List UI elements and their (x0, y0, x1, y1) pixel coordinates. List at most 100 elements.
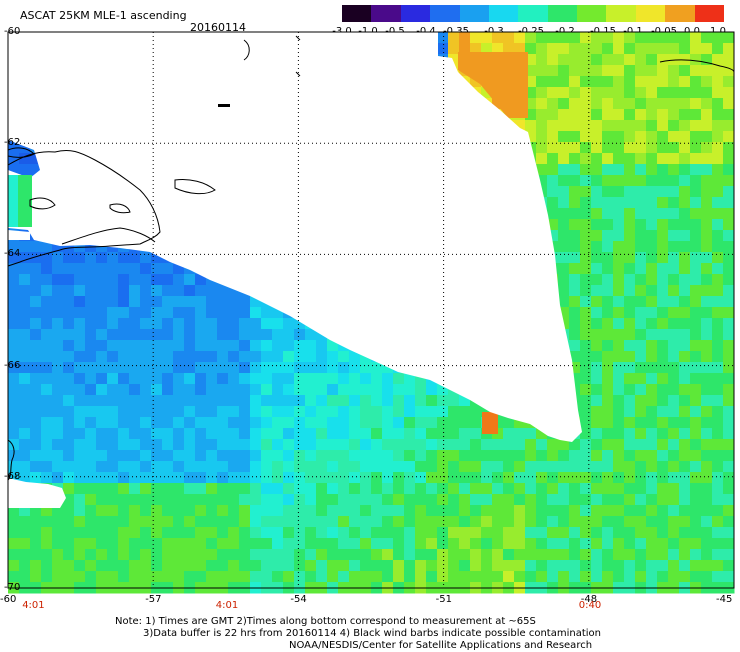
data-cell (338, 494, 350, 506)
data-cell (624, 406, 636, 418)
data-cell (723, 461, 735, 473)
data-cell (250, 373, 262, 385)
data-cell (679, 65, 691, 77)
data-cell (41, 505, 53, 517)
data-cell (30, 384, 42, 396)
data-cell (228, 505, 240, 517)
data-cell (635, 65, 647, 77)
data-cell (19, 406, 31, 418)
data-cell (547, 153, 559, 165)
data-cell (580, 307, 592, 319)
data-cell (228, 296, 240, 308)
data-cell (657, 175, 669, 187)
data-cell (657, 549, 669, 561)
data-cell (129, 571, 141, 583)
data-cell (404, 417, 416, 429)
data-cell (228, 450, 240, 462)
data-cell (206, 461, 218, 473)
data-cell (415, 395, 427, 407)
coastline (659, 59, 735, 73)
data-cell (481, 32, 493, 44)
data-cell (41, 329, 53, 341)
data-cell (8, 527, 20, 539)
data-cell (239, 384, 251, 396)
data-cell (437, 461, 449, 473)
data-cell (30, 241, 42, 253)
data-cell (8, 428, 20, 440)
data-cell (635, 252, 647, 264)
data-cell (624, 87, 636, 99)
data-cell (338, 373, 350, 385)
data-cell (646, 153, 658, 165)
data-cell (723, 230, 735, 242)
data-cell (327, 362, 339, 374)
data-cell (41, 549, 53, 561)
data-cell (723, 494, 735, 506)
data-cell (41, 252, 53, 264)
data-cell (52, 318, 64, 330)
data-cell (371, 450, 383, 462)
data-cell (624, 32, 636, 44)
data-cell (437, 439, 449, 451)
data-cell (426, 450, 438, 462)
data-cell (107, 483, 119, 495)
data-cell (569, 516, 581, 528)
data-cell (701, 538, 713, 550)
data-cell (19, 417, 31, 429)
data-cell (173, 274, 185, 286)
data-cell (63, 307, 75, 319)
data-cell (206, 406, 218, 418)
data-cell (63, 351, 75, 363)
data-cell (327, 527, 339, 539)
data-cell (272, 494, 284, 506)
data-cell (228, 571, 240, 583)
data-cell (525, 538, 537, 550)
data-cell (624, 230, 636, 242)
data-cell (360, 450, 372, 462)
data-cell (690, 120, 702, 132)
data-cell (217, 560, 229, 572)
data-cell (525, 549, 537, 561)
data-cell (558, 538, 570, 550)
data-cell (415, 428, 427, 440)
data-cell (679, 560, 691, 572)
data-cell (360, 538, 372, 550)
data-cell (624, 571, 636, 583)
data-cell (261, 351, 273, 363)
data-cell (712, 450, 724, 462)
data-cell (316, 461, 328, 473)
data-cell (184, 417, 196, 429)
data-cell (558, 186, 570, 198)
data-cell (591, 98, 603, 110)
data-cell (52, 549, 64, 561)
data-cell (8, 241, 20, 253)
data-cell (30, 549, 42, 561)
data-cell (701, 307, 713, 319)
data-cell (74, 362, 86, 374)
data-cell (426, 395, 438, 407)
data-cell (30, 450, 42, 462)
data-cell (558, 65, 570, 77)
data-cell (129, 329, 141, 341)
data-cell (52, 373, 64, 385)
data-cell (635, 142, 647, 154)
data-cell (63, 285, 75, 297)
data-cell (635, 274, 647, 286)
data-cell (646, 318, 658, 330)
data-cell (613, 263, 625, 275)
data-cell (349, 373, 361, 385)
data-cell (404, 483, 416, 495)
data-cell (151, 384, 163, 396)
data-cell (19, 516, 31, 528)
data-cell (481, 571, 493, 583)
data-cell (250, 340, 262, 352)
data-cell (96, 329, 108, 341)
data-cell (195, 318, 207, 330)
data-cell (602, 384, 614, 396)
data-cell (19, 527, 31, 539)
data-cell (140, 274, 152, 286)
data-cell (195, 549, 207, 561)
data-cell (591, 175, 603, 187)
data-cell (360, 461, 372, 473)
data-cell (547, 109, 559, 121)
